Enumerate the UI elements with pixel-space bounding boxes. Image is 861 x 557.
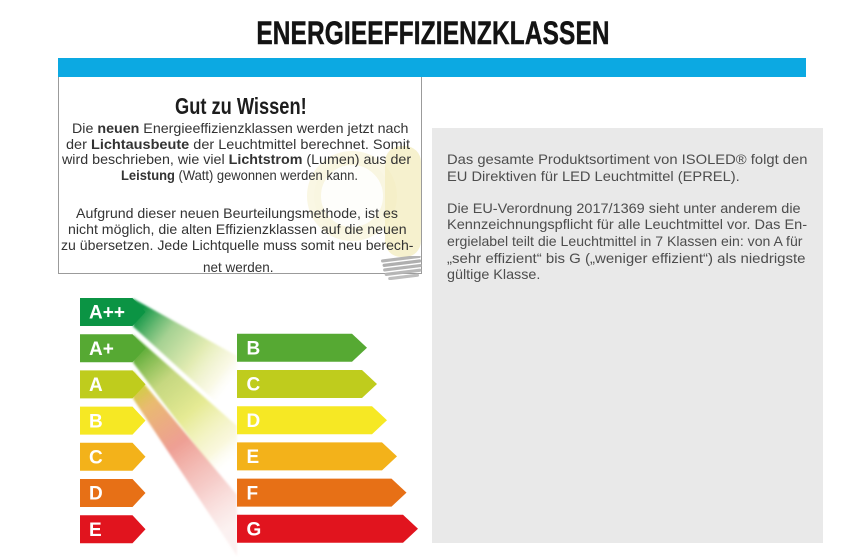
svg-text:D: D	[89, 484, 103, 505]
svg-text:C: C	[247, 375, 261, 396]
svg-text:A+: A+	[89, 339, 114, 360]
svg-text:C: C	[89, 448, 103, 469]
svg-text:A: A	[89, 375, 103, 396]
svg-text:E: E	[89, 520, 102, 541]
svg-text:E: E	[247, 447, 260, 468]
svg-text:B: B	[89, 411, 103, 432]
svg-text:B: B	[247, 339, 261, 360]
svg-text:D: D	[247, 411, 261, 432]
svg-text:F: F	[247, 483, 259, 504]
svg-text:G: G	[247, 520, 262, 541]
svg-text:A++: A++	[89, 303, 125, 324]
